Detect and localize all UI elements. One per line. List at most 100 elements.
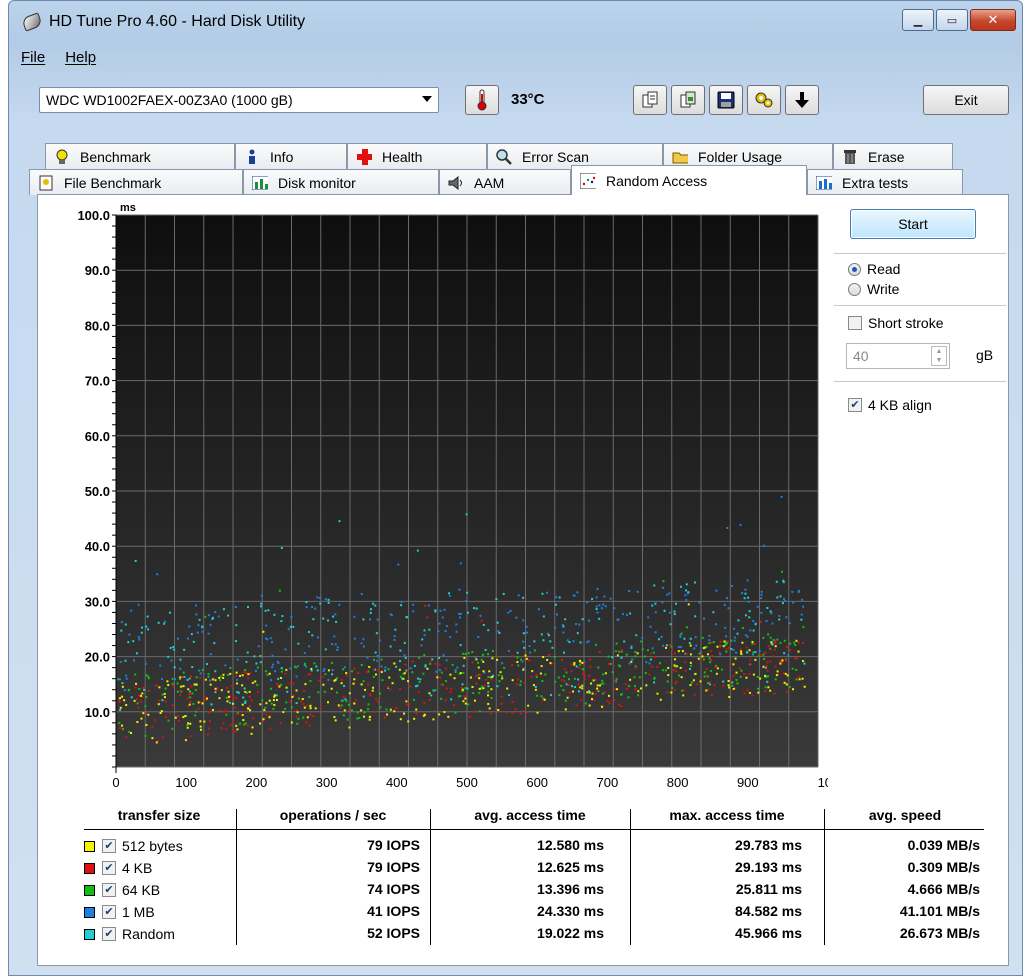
data-point: [415, 712, 418, 715]
data-point: [575, 665, 578, 668]
tab-aam[interactable]: AAM: [439, 169, 571, 195]
series-checkbox[interactable]: ✔: [102, 927, 116, 941]
series-checkbox[interactable]: ✔: [102, 861, 116, 875]
data-point: [178, 677, 181, 680]
tab-info[interactable]: Info: [235, 143, 347, 169]
data-point: [541, 680, 544, 683]
options-button[interactable]: [747, 85, 781, 115]
series-checkbox[interactable]: ✔: [102, 883, 116, 897]
data-point: [463, 695, 466, 698]
data-point: [679, 645, 682, 648]
data-point: [435, 670, 438, 673]
data-point: [399, 718, 402, 721]
data-point: [653, 681, 656, 684]
data-point: [715, 672, 718, 675]
data-point: [705, 689, 708, 692]
data-point: [748, 616, 751, 619]
header-operations: operations / sec: [279, 807, 387, 823]
data-point: [199, 720, 202, 723]
maximize-button[interactable]: ▭: [936, 9, 968, 31]
data-point: [428, 628, 431, 631]
data-point: [741, 641, 744, 644]
spinner-arrows-icon[interactable]: ▲ ▼: [931, 346, 947, 366]
tab-extra-tests[interactable]: Extra tests: [807, 169, 963, 195]
data-point: [376, 655, 379, 658]
data-point: [769, 689, 772, 692]
exit-button[interactable]: Exit: [923, 85, 1009, 115]
data-point: [134, 673, 137, 676]
data-point: [563, 668, 566, 671]
menu-file[interactable]: File: [21, 49, 46, 66]
series-checkbox[interactable]: ✔: [102, 905, 116, 919]
data-point: [595, 605, 598, 608]
data-point: [464, 697, 467, 700]
data-point: [692, 679, 695, 682]
data-point: [616, 688, 619, 691]
write-radio[interactable]: Write: [848, 281, 899, 297]
temperature-button[interactable]: [465, 85, 499, 115]
data-point: [236, 713, 239, 716]
data-point: [570, 663, 573, 666]
data-point: [764, 666, 767, 669]
data-point: [707, 682, 710, 685]
data-point: [617, 618, 620, 621]
data-point: [708, 639, 711, 642]
data-point: [322, 617, 325, 620]
y-unit-label: ms: [120, 202, 136, 214]
tab-disk-monitor[interactable]: Disk monitor: [243, 169, 439, 195]
data-point: [562, 689, 565, 692]
data-point: [427, 604, 430, 607]
data-point: [549, 640, 552, 643]
data-point: [607, 694, 610, 697]
data-point: [774, 640, 777, 643]
short-stroke-checkbox[interactable]: Short stroke: [848, 315, 943, 331]
tab-benchmark[interactable]: Benchmark: [45, 143, 235, 169]
data-point: [767, 686, 770, 689]
menu-help[interactable]: Help: [65, 49, 97, 66]
minimize-button[interactable]: ▁: [902, 9, 934, 31]
tab-health[interactable]: Health: [347, 143, 487, 169]
close-button[interactable]: ✕: [970, 9, 1016, 31]
data-point: [774, 641, 777, 644]
data-point: [491, 657, 494, 660]
data-point: [462, 700, 465, 703]
data-point: [800, 618, 803, 621]
drive-select[interactable]: WDC WD1002FAEX-00Z3A0 (1000 gB): [39, 87, 439, 113]
data-point: [565, 671, 568, 674]
save-button[interactable]: [709, 85, 743, 115]
read-radio[interactable]: Read: [848, 261, 900, 277]
data-point: [327, 701, 330, 704]
data-point: [182, 671, 185, 674]
tab-random-access[interactable]: Random Access: [571, 165, 807, 195]
copy-screenshot-button[interactable]: [671, 85, 705, 115]
data-point: [574, 686, 577, 689]
data-point: [478, 687, 481, 690]
data-point: [163, 692, 166, 695]
data-point: [519, 712, 522, 715]
data-point: [248, 695, 251, 698]
download-button[interactable]: [785, 85, 819, 115]
data-point: [713, 684, 716, 687]
data-point: [609, 597, 612, 600]
data-point: [413, 698, 416, 701]
data-point: [511, 700, 514, 703]
tab-file-benchmark[interactable]: File Benchmark: [29, 169, 243, 195]
series-checkbox[interactable]: ✔: [102, 839, 116, 853]
align-4kb-checkbox[interactable]: ✔ 4 KB align: [848, 397, 932, 413]
data-point: [496, 685, 499, 688]
data-point: [286, 690, 289, 693]
copy-text-button[interactable]: [633, 85, 667, 115]
data-point: [214, 679, 217, 682]
data-point: [577, 683, 580, 686]
data-point: [705, 667, 708, 670]
data-point: [489, 676, 492, 679]
short-stroke-size-input[interactable]: 40 ▲ ▼: [846, 343, 950, 369]
data-point: [372, 686, 375, 689]
start-button[interactable]: Start: [850, 209, 976, 239]
data-point: [515, 683, 518, 686]
tab-folder-usage[interactable]: Folder Usage: [663, 143, 833, 169]
data-point: [592, 679, 595, 682]
tab-erase[interactable]: Erase: [833, 143, 953, 169]
data-point: [703, 671, 706, 674]
tab-error-scan[interactable]: Error Scan: [487, 143, 663, 169]
